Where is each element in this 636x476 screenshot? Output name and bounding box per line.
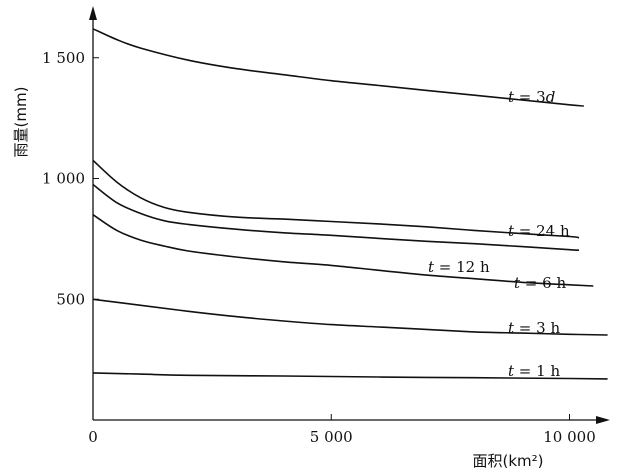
- x-tick-label-10000: 10 000: [543, 428, 596, 446]
- y-tick-label-1500: 1 500: [42, 49, 85, 67]
- series-labels: t = 3d t = 24 h t = 12 h t = 6 h t = 3 h t = …: [428, 88, 570, 380]
- series-label-t-6-h: t = 6 h: [514, 274, 566, 292]
- series-label-t-3d: t = 3d: [508, 88, 555, 106]
- series-line-t-6-h: [92, 214, 594, 287]
- series-line-t-3d: [92, 28, 584, 107]
- x-axis-title: 面积(km²): [472, 452, 543, 470]
- y-axis-title: 雨量(mm): [12, 87, 30, 158]
- series-label-t-3-h: t = 3 h: [508, 319, 560, 337]
- series-label-t-24-h: t = 24 h: [508, 222, 570, 240]
- series-line-t-3-h: [92, 298, 608, 336]
- axes: [89, 6, 610, 424]
- series-line-t-24-h: [92, 159, 580, 239]
- series-line-t-12-h: [92, 183, 580, 251]
- series-label-t-12-h: t = 12 h: [428, 258, 490, 276]
- x-tick-label-0: 0: [88, 428, 98, 446]
- series-group: [92, 28, 608, 380]
- series-line-t-1-h: [92, 372, 608, 380]
- y-tick-label-500: 500: [56, 290, 85, 308]
- series-label-t-1-h: t = 1 h: [508, 362, 560, 380]
- y-axis-arrow: [89, 6, 97, 20]
- y-tick-label-1000: 1 000: [42, 170, 85, 188]
- axis-ticks: 500 1 000 1 500 0 5 000 10 000: [42, 49, 596, 446]
- x-tick-label-5000: 5 000: [310, 428, 353, 446]
- x-axis-arrow: [596, 416, 610, 424]
